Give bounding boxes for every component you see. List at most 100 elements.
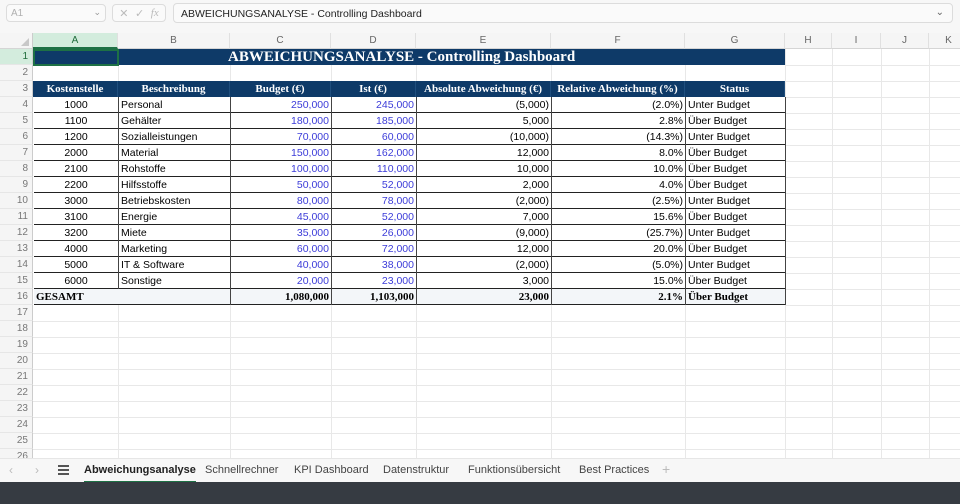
row-header[interactable]: 8 [0,161,33,177]
row-header[interactable]: 5 [0,113,33,129]
cell-ist[interactable]: 185,000 [332,113,417,129]
cell-status[interactable]: Unter Budget [686,97,786,113]
cell-beschreibung[interactable]: Sozialleistungen [119,129,231,145]
cell-status[interactable]: Unter Budget [686,257,786,273]
row-header[interactable]: 12 [0,225,33,241]
selected-cell-a1[interactable] [33,49,119,66]
cell-budget[interactable]: 60,000 [231,241,332,257]
cell-rel-abweichung[interactable]: 8.0% [552,145,686,161]
cell-beschreibung[interactable]: Betriebskosten [119,193,231,209]
cell-budget[interactable]: 150,000 [231,145,332,161]
row-header[interactable]: 25 [0,433,33,449]
cell-beschreibung[interactable]: Material [119,145,231,161]
tab-best-practices[interactable]: Best Practices [579,464,650,476]
cell-kostenstelle[interactable]: 3000 [34,193,119,209]
cell-ist[interactable]: 72,000 [332,241,417,257]
column-header-d[interactable]: D [331,33,416,49]
row-header[interactable]: 13 [0,241,33,257]
cell-status[interactable]: Über Budget [686,161,786,177]
cell-ist[interactable]: 52,000 [332,209,417,225]
column-header-j[interactable]: J [881,33,929,49]
cell-budget[interactable]: 100,000 [231,161,332,177]
column-header-f[interactable]: F [551,33,685,49]
cell-status[interactable]: Über Budget [686,241,786,257]
cell-abs-abweichung[interactable]: (10,000) [417,129,552,145]
cell-beschreibung[interactable]: Hilfsstoffe [119,177,231,193]
cell-kostenstelle[interactable]: 1100 [34,113,119,129]
cell-budget[interactable]: 20,000 [231,273,332,289]
cell-status[interactable]: Über Budget [686,209,786,225]
row-header[interactable]: 17 [0,305,33,321]
cell-kostenstelle[interactable]: 6000 [34,273,119,289]
cell-beschreibung[interactable]: Sonstige [119,273,231,289]
cell-ist[interactable]: 26,000 [332,225,417,241]
column-header-c[interactable]: C [230,33,331,49]
select-all-corner[interactable] [0,33,33,49]
row-header[interactable]: 1 [0,49,33,65]
cell-budget[interactable]: 70,000 [231,129,332,145]
cell-kostenstelle[interactable]: 3100 [34,209,119,225]
row-header[interactable]: 18 [0,321,33,337]
cell-total-label[interactable]: GESAMT [34,289,231,305]
cell-status[interactable]: Über Budget [686,113,786,129]
cell-rel-abweichung[interactable]: 15.0% [552,273,686,289]
cell-budget[interactable]: 80,000 [231,193,332,209]
row-header[interactable]: 7 [0,145,33,161]
cell-kostenstelle[interactable]: 5000 [34,257,119,273]
cell-abs-abweichung[interactable]: 3,000 [417,273,552,289]
cell-abs-abweichung[interactable]: 7,000 [417,209,552,225]
cell-rel-abweichung[interactable]: (2.5%) [552,193,686,209]
formula-input[interactable]: ABWEICHUNGSANALYSE - Controlling Dashboa… [173,3,953,23]
column-header-e[interactable]: E [416,33,551,49]
cell-beschreibung[interactable]: Personal [119,97,231,113]
cell-budget[interactable]: 35,000 [231,225,332,241]
cell-ist[interactable]: 60,000 [332,129,417,145]
row-header[interactable]: 19 [0,337,33,353]
column-header-g[interactable]: G [685,33,785,49]
tab-kpi-dashboard[interactable]: KPI Dashboard [294,464,369,476]
cell-rel-abweichung[interactable]: 15.6% [552,209,686,225]
row-header[interactable]: 22 [0,385,33,401]
cell-abs-abweichung[interactable]: 12,000 [417,241,552,257]
cell-kostenstelle[interactable]: 1000 [34,97,119,113]
cell-abs-abweichung[interactable]: 12,000 [417,145,552,161]
cell-ist[interactable]: 110,000 [332,161,417,177]
header-beschreibung[interactable]: Beschreibung [118,81,230,97]
row-header[interactable]: 2 [0,65,33,81]
cell-kostenstelle[interactable]: 3200 [34,225,119,241]
name-box[interactable]: A1 ⌄ [6,4,106,22]
cell-rel-abweichung[interactable]: (25.7%) [552,225,686,241]
row-header[interactable]: 4 [0,97,33,113]
cell-status[interactable]: Unter Budget [686,225,786,241]
cell-beschreibung[interactable]: Rohstoffe [119,161,231,177]
header-relative-abweichung[interactable]: Relative Abweichung (%) [551,81,685,97]
cell-abs-abweichung[interactable]: 10,000 [417,161,552,177]
cell-status[interactable]: Unter Budget [686,129,786,145]
cell-status[interactable]: Über Budget [686,273,786,289]
cell-budget[interactable]: 180,000 [231,113,332,129]
cell-rel-abweichung[interactable]: (14.3%) [552,129,686,145]
cell-ist[interactable]: 245,000 [332,97,417,113]
cell-abs-abweichung[interactable]: 2,000 [417,177,552,193]
cell-beschreibung[interactable]: Energie [119,209,231,225]
header-ist[interactable]: Ist (€) [331,81,416,97]
add-sheet-icon[interactable]: + [662,461,671,477]
column-header-a[interactable]: A [33,33,118,49]
chevron-down-icon[interactable]: ⌄ [93,7,101,17]
cell-budget[interactable]: 45,000 [231,209,332,225]
column-header-k[interactable]: K [929,33,960,49]
cell-total-budget[interactable]: 1,080,000 [231,289,332,305]
header-status[interactable]: Status [685,81,785,97]
row-header[interactable]: 11 [0,209,33,225]
cell-rel-abweichung[interactable]: 20.0% [552,241,686,257]
cell-status[interactable]: Unter Budget [686,193,786,209]
cell-total-abs[interactable]: 23,000 [417,289,552,305]
cell-budget[interactable]: 40,000 [231,257,332,273]
cell-kostenstelle[interactable]: 4000 [34,241,119,257]
row-header[interactable]: 9 [0,177,33,193]
row-header[interactable]: 21 [0,369,33,385]
cell-kostenstelle[interactable]: 1200 [34,129,119,145]
check-icon[interactable]: ✓ [135,7,145,20]
row-header[interactable]: 24 [0,417,33,433]
cell-kostenstelle[interactable]: 2100 [34,161,119,177]
